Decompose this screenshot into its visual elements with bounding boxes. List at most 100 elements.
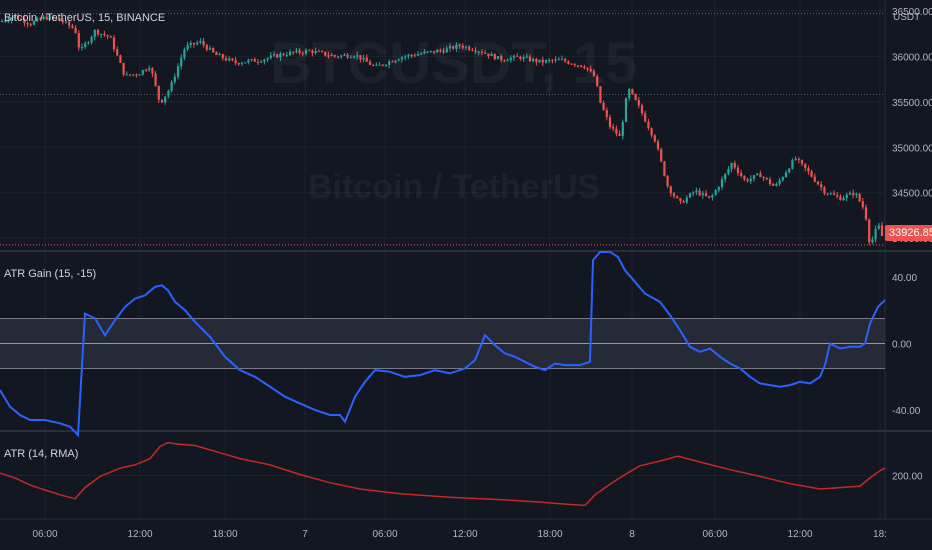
candle-body [647,121,650,129]
candle-body [756,173,759,176]
candle-body [39,18,42,20]
candle-body [378,64,381,66]
candle-body [640,105,644,114]
candle-body [877,225,880,229]
candle-body [301,52,304,54]
candle-body [413,55,416,57]
candle-body [420,53,423,55]
candle-body [701,193,704,196]
candle-body [208,48,212,50]
candle-body [810,171,813,177]
candle-body [672,193,676,197]
atr-series-line[interactable] [0,441,886,507]
candle-body [362,57,365,60]
candle-body [692,192,695,194]
candle-body [717,187,720,191]
candle-body [269,55,272,59]
candle-body [404,56,407,58]
price-tick-label: 35500.00 [892,98,932,109]
candle-body [365,57,368,62]
candle-body [256,61,260,63]
candle-body [813,176,816,182]
candle-body [218,54,221,56]
candle-body [583,66,586,69]
candle-body [356,55,359,57]
candle-body [861,201,864,208]
atr-gain-legend[interactable]: ATR Gain (15, -15) [4,268,97,280]
candle-body [551,60,554,62]
time-tick-label: 8 [629,529,635,540]
candle-body [656,141,660,150]
candle-body [871,239,874,243]
candle-body [237,63,240,65]
candle-body [36,18,39,22]
candle-body [61,20,64,23]
candle-body [164,96,167,103]
candle-body [461,45,464,48]
candle-body [13,15,16,19]
candle-body [144,70,148,72]
candle-body [100,33,103,35]
candle-body [522,56,525,60]
candle-body [26,22,29,25]
candle-body [416,54,420,56]
candle-body [317,50,320,52]
candle-body [567,61,570,64]
candle-body [426,51,429,53]
candle-body [250,59,253,61]
candle-body [698,190,701,196]
candle-body [32,21,36,25]
candle-body [650,128,653,136]
candle-body [740,172,743,177]
candle-body [324,51,327,56]
candle-body [253,59,256,62]
price-tick-label: 34500.00 [892,189,932,200]
candle-body [752,175,756,179]
candle-body [778,180,781,185]
candle-body [276,54,279,58]
candle-body [439,50,442,52]
candle-body [548,60,551,62]
candle-body [624,98,628,122]
candle-body [340,55,343,57]
candle-body [714,190,717,196]
time-tick-label: 18: [873,529,887,540]
candle-body [167,90,170,97]
candle-body [71,25,74,28]
candle-body [170,81,173,91]
candle-body [573,64,576,66]
atr-gain-series-line[interactable] [0,251,886,438]
candle-body [458,44,461,46]
candle-body [746,179,749,182]
candle-body [503,60,506,62]
candle-body [612,127,615,129]
candle-body [474,50,477,52]
candle-body [644,113,647,122]
candle-body [128,74,132,76]
candle-body [228,58,231,61]
candle-body [388,61,391,65]
candle-body [500,56,503,61]
candle-body [720,179,724,188]
atr-legend[interactable]: ATR (14, RMA) [4,448,79,460]
candle-body [173,76,176,82]
candle-body [880,225,884,237]
candle-body [183,49,186,58]
candle-body [589,69,592,72]
candle-body [455,44,458,49]
candle-body [532,58,535,62]
candle-body [631,88,634,94]
candle-body [109,36,112,38]
candle-body [660,149,663,162]
candle-body [391,61,394,63]
main-pane-legend[interactable]: Bitcoin / TetherUS, 15, BINANCE [4,12,166,24]
candle-body [397,59,400,61]
candle-body [768,179,772,184]
candle-body [832,193,836,195]
candle-body [676,196,679,199]
candle-body [205,45,208,50]
candle-body [496,56,500,60]
candle-body [800,159,804,164]
